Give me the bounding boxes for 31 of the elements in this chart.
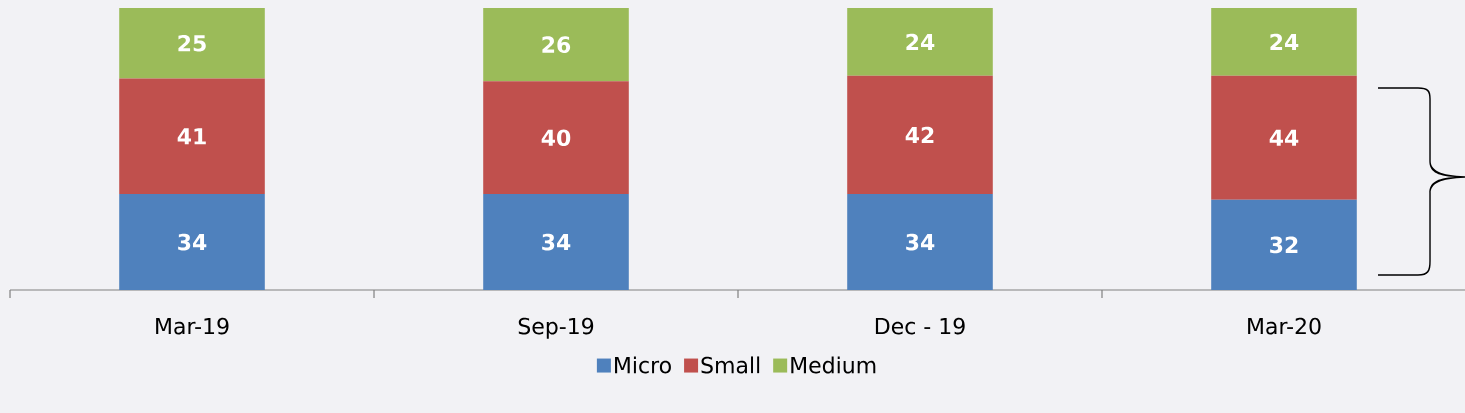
bar	[119, 194, 265, 290]
bar	[119, 8, 265, 79]
bar	[483, 81, 629, 195]
bar	[483, 8, 629, 82]
bar	[847, 8, 993, 76]
data-label: 24	[906, 33, 935, 50]
x-tick-label: Dec - 19	[875, 317, 965, 335]
x-tick-label: Sep-19	[518, 317, 594, 339]
data-label: 34	[542, 233, 571, 251]
bar	[847, 75, 993, 195]
data-label: 41	[177, 128, 206, 145]
x-tick-label: Mar-20	[1248, 317, 1321, 335]
legend-label: Micro	[615, 356, 671, 374]
bar	[1211, 199, 1357, 290]
data-label: 34	[178, 233, 207, 251]
x-tick-label: Mar-19	[156, 317, 229, 335]
legend-label: Small	[701, 356, 760, 374]
bar	[1211, 75, 1357, 200]
data-label: 42	[905, 126, 934, 144]
bar	[847, 194, 993, 290]
data-label: 40	[541, 129, 571, 147]
bar	[483, 194, 629, 290]
data-label: 24	[1270, 33, 1299, 50]
data-label: 44	[1269, 129, 1299, 146]
bar	[1211, 8, 1357, 76]
data-label: 32	[1270, 236, 1298, 254]
data-label: 25	[178, 34, 206, 52]
bar	[119, 78, 265, 195]
legend-label: Medium	[791, 356, 876, 374]
data-label: 26	[542, 36, 571, 53]
data-label: 34	[906, 233, 935, 251]
